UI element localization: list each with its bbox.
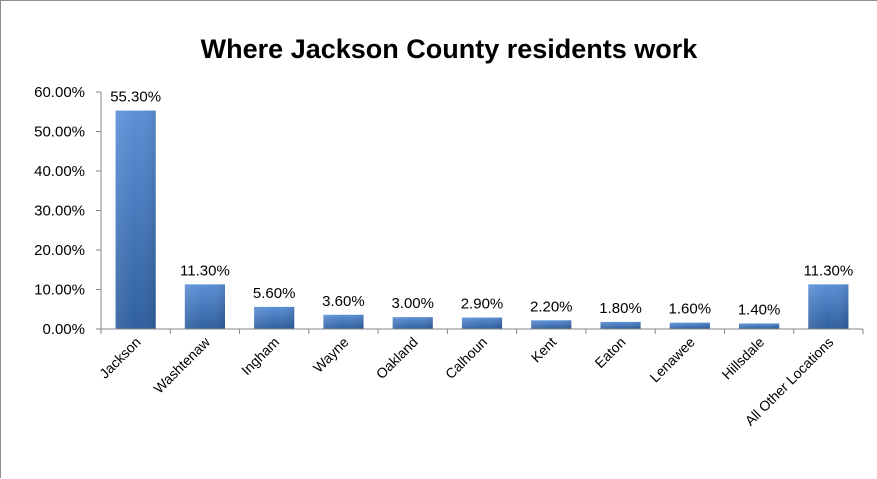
y-tick-label: 20.00% — [34, 242, 85, 259]
bar-shade — [461, 317, 503, 329]
category-label: Washtenaw — [150, 333, 213, 396]
chart-title: Where Jackson County residents work — [201, 34, 699, 64]
bar-shade — [254, 306, 295, 329]
category-label: Jackson — [96, 334, 144, 382]
data-label: 11.30% — [803, 262, 853, 279]
y-axis: 0.00% 10.00% 20.00% 30.00% 40.00% 50.00% 60.00… — [34, 84, 102, 338]
bars: 55.30% 11.30% 5.60% 3.60% 3.00% 2.90% 2.20% 1.8… — [110, 89, 853, 329]
y-tick-label: 40.00% — [34, 163, 85, 180]
data-label: 2.90% — [461, 296, 504, 313]
data-label: 2.20% — [530, 298, 573, 315]
bar-shade — [115, 110, 156, 329]
category-label: Lenawee — [646, 334, 698, 386]
data-label: 1.80% — [599, 300, 642, 317]
category-label: Oakland — [373, 334, 421, 382]
y-tick-label: 0.00% — [42, 321, 85, 338]
bar-shade — [739, 323, 780, 329]
category-label: Calhoun — [442, 334, 490, 382]
x-axis: Jackson Washtenaw Ingham Wayne Oakland Calhou… — [96, 328, 864, 429]
bar-shade — [600, 321, 641, 329]
data-label: 3.60% — [322, 293, 365, 310]
bar-shade — [669, 322, 710, 329]
data-label: 1.40% — [738, 301, 781, 318]
data-label: 5.60% — [253, 285, 296, 302]
category-label: Eaton — [591, 334, 628, 371]
bar-shade — [323, 314, 364, 329]
bar-shade — [184, 284, 225, 329]
bar-shade — [392, 317, 433, 329]
data-label: 55.30% — [110, 89, 161, 106]
category-label: Hillsdale — [718, 334, 767, 383]
bar-shade — [808, 284, 849, 329]
data-label: 3.00% — [391, 295, 434, 312]
y-tick-label: 30.00% — [34, 203, 85, 220]
data-label: 11.30% — [180, 262, 230, 279]
y-tick-label: 10.00% — [34, 282, 85, 299]
bar-shade — [531, 320, 572, 329]
y-tick-label: 60.00% — [34, 84, 85, 101]
data-label: 1.60% — [669, 301, 712, 318]
category-label: Kent — [528, 334, 560, 366]
y-tick-label: 50.00% — [34, 124, 85, 141]
category-label: Ingham — [238, 334, 282, 378]
category-label: Wayne — [310, 334, 352, 376]
